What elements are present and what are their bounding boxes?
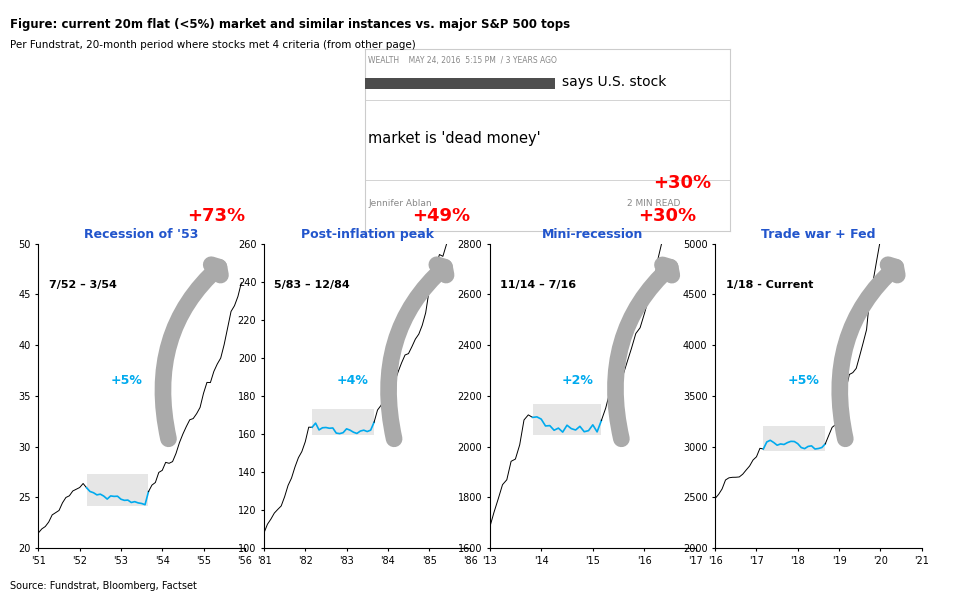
Text: +5%: +5% bbox=[110, 374, 142, 387]
Text: +49%: +49% bbox=[413, 207, 470, 225]
Text: +4%: +4% bbox=[336, 374, 368, 387]
Text: +73%: +73% bbox=[187, 207, 245, 225]
Text: 2 MIN READ: 2 MIN READ bbox=[628, 199, 681, 208]
Text: Jennifer Ablan: Jennifer Ablan bbox=[369, 199, 432, 208]
Bar bbox=[312, 409, 374, 435]
Title: Recession of '53: Recession of '53 bbox=[84, 228, 199, 241]
Text: 7/52 – 3/54: 7/52 – 3/54 bbox=[49, 280, 116, 290]
Text: 11/14 – 7/16: 11/14 – 7/16 bbox=[500, 280, 576, 290]
Text: +2%: +2% bbox=[562, 374, 593, 387]
Text: Figure: current 20m flat (<5%) market and similar instances vs. major S&P 500 to: Figure: current 20m flat (<5%) market an… bbox=[10, 18, 569, 31]
Text: +30%: +30% bbox=[638, 207, 696, 225]
Text: 1/18 - Current: 1/18 - Current bbox=[726, 280, 813, 290]
Text: 5/83 – 12/84: 5/83 – 12/84 bbox=[275, 280, 350, 290]
Text: +30%: +30% bbox=[653, 174, 711, 192]
Title: Post-inflation peak: Post-inflation peak bbox=[300, 228, 434, 241]
Text: +5%: +5% bbox=[787, 374, 819, 387]
Bar bbox=[86, 474, 149, 506]
Text: Source: Fundstrat, Bloomberg, Factset: Source: Fundstrat, Bloomberg, Factset bbox=[10, 581, 197, 591]
Text: market is 'dead money': market is 'dead money' bbox=[369, 131, 541, 146]
Text: WEALTH    MAY 24, 2016  5:15 PM  / 3 YEARS AGO: WEALTH MAY 24, 2016 5:15 PM / 3 YEARS AG… bbox=[369, 56, 558, 65]
Bar bbox=[533, 404, 601, 435]
Title: Trade war + Fed: Trade war + Fed bbox=[761, 228, 876, 241]
Text: Per Fundstrat, 20-month period where stocks met 4 criteria (from other page): Per Fundstrat, 20-month period where sto… bbox=[10, 40, 416, 49]
Bar bbox=[763, 426, 826, 451]
Title: Mini-recession: Mini-recession bbox=[542, 228, 643, 241]
Text: says U.S. stock: says U.S. stock bbox=[562, 75, 666, 88]
